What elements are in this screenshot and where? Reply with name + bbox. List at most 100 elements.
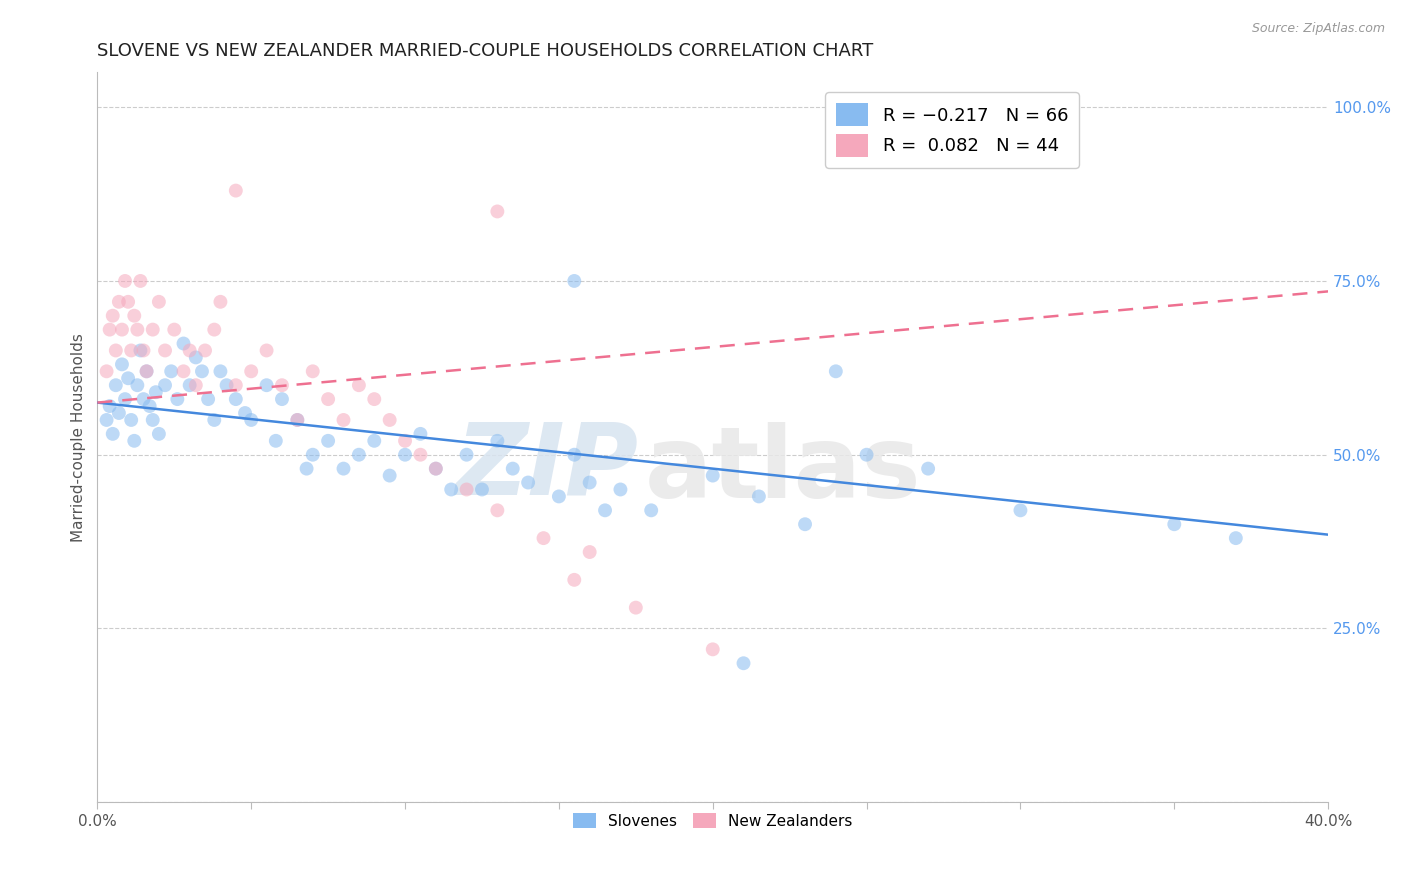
Point — [142, 323, 165, 337]
Point — [127, 323, 149, 337]
Point — [101, 309, 124, 323]
Point — [624, 600, 647, 615]
Point — [132, 392, 155, 406]
Point — [409, 448, 432, 462]
Point — [285, 413, 308, 427]
Point — [593, 503, 616, 517]
Point — [240, 413, 263, 427]
Point — [394, 448, 416, 462]
Point — [202, 413, 225, 427]
Legend: Slovenes, New Zealanders: Slovenes, New Zealanders — [567, 806, 858, 835]
Point — [163, 323, 186, 337]
Point — [184, 378, 207, 392]
Point — [517, 475, 540, 490]
Point — [173, 336, 195, 351]
Point — [378, 468, 401, 483]
Point — [209, 364, 232, 378]
Point — [394, 434, 416, 448]
Point — [148, 426, 170, 441]
Point — [101, 426, 124, 441]
Point — [233, 406, 256, 420]
Point — [197, 392, 219, 406]
Point — [548, 490, 571, 504]
Point — [702, 468, 724, 483]
Point — [578, 475, 600, 490]
Point — [609, 483, 631, 497]
Point — [225, 378, 247, 392]
Point — [160, 364, 183, 378]
Point — [225, 184, 247, 198]
Point — [96, 413, 118, 427]
Point — [440, 483, 463, 497]
Point — [124, 434, 146, 448]
Point — [264, 434, 287, 448]
Point — [471, 483, 494, 497]
Point — [111, 323, 134, 337]
Point — [347, 378, 370, 392]
Point — [240, 364, 263, 378]
Point — [578, 545, 600, 559]
Point — [486, 204, 509, 219]
Point — [256, 343, 278, 358]
Point — [179, 343, 201, 358]
Point — [301, 364, 323, 378]
Point — [363, 392, 385, 406]
Point — [215, 378, 238, 392]
Point — [117, 294, 139, 309]
Point — [256, 378, 278, 392]
Point — [316, 392, 339, 406]
Point — [209, 294, 232, 309]
Point — [409, 426, 432, 441]
Point — [173, 364, 195, 378]
Point — [486, 434, 509, 448]
Point — [179, 378, 201, 392]
Point — [533, 531, 555, 545]
Text: Source: ZipAtlas.com: Source: ZipAtlas.com — [1251, 22, 1385, 36]
Point — [347, 448, 370, 462]
Point — [98, 399, 121, 413]
Point — [132, 343, 155, 358]
Point — [191, 364, 214, 378]
Point — [1225, 531, 1247, 545]
Point — [702, 642, 724, 657]
Point — [271, 392, 294, 406]
Point — [194, 343, 217, 358]
Point — [120, 343, 142, 358]
Point — [562, 274, 585, 288]
Point — [271, 378, 294, 392]
Point — [748, 490, 770, 504]
Point — [148, 294, 170, 309]
Point — [124, 309, 146, 323]
Text: atlas: atlas — [645, 422, 922, 518]
Point — [917, 461, 939, 475]
Point — [332, 413, 354, 427]
Point — [794, 517, 817, 532]
Point — [135, 364, 157, 378]
Point — [114, 392, 136, 406]
Point — [127, 378, 149, 392]
Point — [98, 323, 121, 337]
Point — [301, 448, 323, 462]
Point — [295, 461, 318, 475]
Point — [425, 461, 447, 475]
Point — [316, 434, 339, 448]
Point — [225, 392, 247, 406]
Point — [1163, 517, 1185, 532]
Point — [640, 503, 662, 517]
Point — [562, 448, 585, 462]
Point — [138, 399, 160, 413]
Point — [502, 461, 524, 475]
Point — [363, 434, 385, 448]
Point — [117, 371, 139, 385]
Point — [733, 657, 755, 671]
Point — [166, 392, 188, 406]
Point — [129, 343, 152, 358]
Point — [456, 448, 478, 462]
Point — [129, 274, 152, 288]
Point — [114, 274, 136, 288]
Point — [378, 413, 401, 427]
Point — [104, 343, 127, 358]
Point — [111, 357, 134, 371]
Point — [456, 483, 478, 497]
Point — [425, 461, 447, 475]
